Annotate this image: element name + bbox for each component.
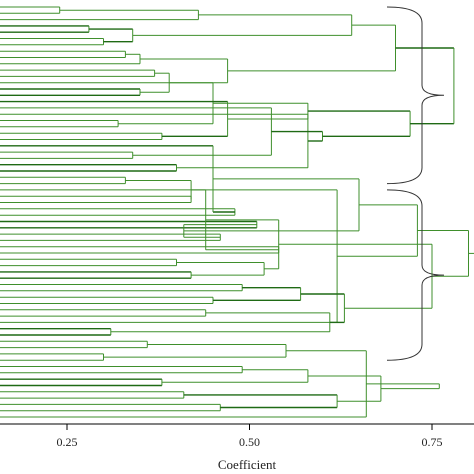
x-axis-title: Coefficient xyxy=(218,457,277,472)
cluster-brackets xyxy=(386,6,445,361)
cluster-brace-1 xyxy=(386,6,445,185)
dendrogram-branches xyxy=(0,6,474,418)
x-axis-tick-label: 0.25 xyxy=(57,435,78,449)
x-axis-ticks: 0.25 0.50 0.75 xyxy=(57,424,443,449)
x-axis-tick-label: 0.50 xyxy=(239,435,260,449)
x-axis-tick-label: 0.75 xyxy=(422,435,443,449)
cluster-brace-2 xyxy=(386,189,445,361)
